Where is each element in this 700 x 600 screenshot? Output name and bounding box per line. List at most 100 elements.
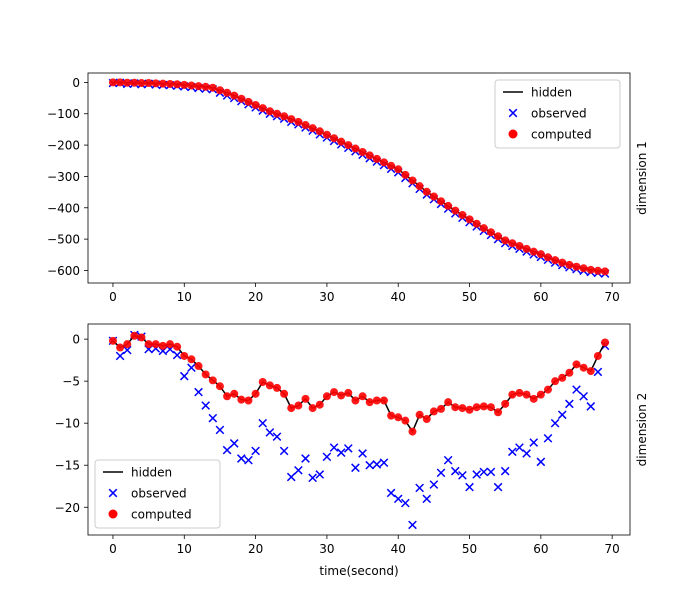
dimension-1-axes-frame [87,72,631,284]
dimension-2-observed-point [493,482,503,492]
dimension-2-observed-point [536,457,546,467]
dimension-2-computed-point [180,351,189,360]
dimension-2-computed-point [173,342,182,351]
dimension-2-computed-point [543,385,552,394]
dimension-1-computed-point [251,100,260,109]
dimension-1-computed-point [529,247,538,256]
dimension-2-computed-point [208,376,217,385]
dimension-2-observed-point [443,455,453,465]
dimension-2-ytick-label: −10 [55,417,80,431]
dimension-2-computed-point [444,398,453,407]
dimension-2-computed-point [372,396,381,405]
dimension-2-xtick-label: 50 [462,542,477,556]
dimension-2-observed-point [201,401,211,410]
dimension-1-computed-point [358,147,367,156]
dimension-1-computed-point [344,141,353,150]
dimension-2-plot-area [108,330,610,530]
dimension-1-computed-point [451,206,460,215]
dimension-2-computed-point [223,392,232,401]
dimension-1-computed-point [415,182,424,191]
dimension-1-computed-point [444,201,453,210]
dimension-1-computed-point [187,81,196,90]
dimension-2-computed-point [158,341,167,350]
dimension-2-computed-point [215,382,224,391]
dimension-2-observed-point [579,391,588,401]
dimension-1-computed-point [408,176,417,185]
dimension-2-computed-point [137,333,146,342]
dimension-2-observed-point [401,498,410,508]
dimension-2-observed-point [315,470,325,479]
dimension-2-observed-point [386,488,396,498]
dimension-2-observed-point [465,482,474,492]
dimension-1-computed-point [130,78,139,87]
dimension-2-ylabel: dimension 2 [635,393,649,467]
dimension-1-computed-point [365,151,374,160]
dimension-2-series-layer [108,330,610,530]
dimension-2-observed-point [486,467,496,477]
dimension-2-observed-point [272,432,282,441]
dimension-1-computed-point [244,97,253,106]
dimension-2-ytick-label: −15 [55,459,80,473]
dimension-2-observed-point [115,351,125,361]
dimension-1-computed-point [173,80,182,89]
dimension-1-computed-point [265,107,274,116]
dimension-1-computed-point [458,210,467,219]
dimension-2-observed-point [251,446,260,456]
dimension-1-computed-point [166,79,175,88]
dimension-2-computed-point [116,343,125,352]
dimension-2-observed-point [550,418,560,428]
dimension-1-xtick-label: 50 [462,290,477,304]
dimension-2-observed-point [208,413,218,423]
dimension-2-panel: 0 10 20 30 40 50 60 700−5−10−15−20 dimension 2 … [55,323,649,578]
dimension-1-panel: 0 10 20 30 40 50 60 70 0 −100 −200 −300 −400 −500 −600… [47,72,649,304]
dimension-2-observed-point [279,446,289,456]
dimension-2-xtick-label: 30 [319,542,334,556]
dimension-2-legend: hidden observed computed [94,459,221,529]
dimension-1-computed-point [465,215,474,224]
dimension-2-computed-point [408,427,417,436]
dimension-1-computed-point [501,236,510,245]
dimension-1-computed-point [558,258,567,267]
dimension-2-axes: 0 10 20 30 40 50 60 70 0 −5 −10 −15 −20 [55,333,620,556]
dimension-2-observed-point [215,425,225,435]
dimension-1-computed-point [601,267,610,276]
dimension-1-legend-computed-handle [508,129,518,139]
dimension-2-computed-point [130,331,139,340]
dimension-1-computed-point [315,127,324,136]
dimension-2-computed-point [144,340,153,349]
dimension-1-computed-point [237,94,246,103]
dimension-1-computed-point [208,83,217,92]
dimension-2-observed-point [286,472,296,482]
dimension-1-ytick-label: −300 [47,170,80,184]
dimension-2-observed-point [450,466,460,476]
dimension-1-computed-point [223,88,232,97]
dimension-2-observed-point [479,467,489,477]
dimension-2-computed-point [251,389,260,398]
dimension-2-observed-point [244,455,253,465]
dimension-2-computed-point [593,351,602,360]
dimension-2-observed-point [586,402,596,411]
dimension-1-ytick-label: 0 [72,76,80,90]
dimension-2-computed-point [586,367,595,376]
dimension-1-computed-point [322,130,331,139]
dimension-1-ytick-label: −600 [47,264,80,278]
dimension-1-computed-point [258,104,267,113]
dimension-1-computed-point [215,86,224,95]
dimension-2-computed-point [558,373,567,382]
dimension-1-computed-point [116,78,125,87]
dimension-1-computed-point [272,109,281,118]
dimension-1-computed-point [586,265,595,274]
dimension-2-observed-point [515,443,524,452]
dimension-1-ytick-label: −500 [47,233,80,247]
dimension-2-computed-point [230,389,239,398]
dimension-2-observed-point [187,363,196,373]
dimension-2-computed-point [265,381,274,390]
dimension-1-xtick-label: 20 [248,290,263,304]
dimension-2-computed-point [472,403,481,412]
dimension-2-computed-point [322,392,331,401]
dimension-1-computed-point [508,239,517,248]
time-xlabel: time(second) [319,564,398,578]
dimension-1-legend: hidden observed computed [494,79,621,149]
dimension-1-computed-point [593,266,602,275]
dimension-2-observed-point [322,452,332,462]
